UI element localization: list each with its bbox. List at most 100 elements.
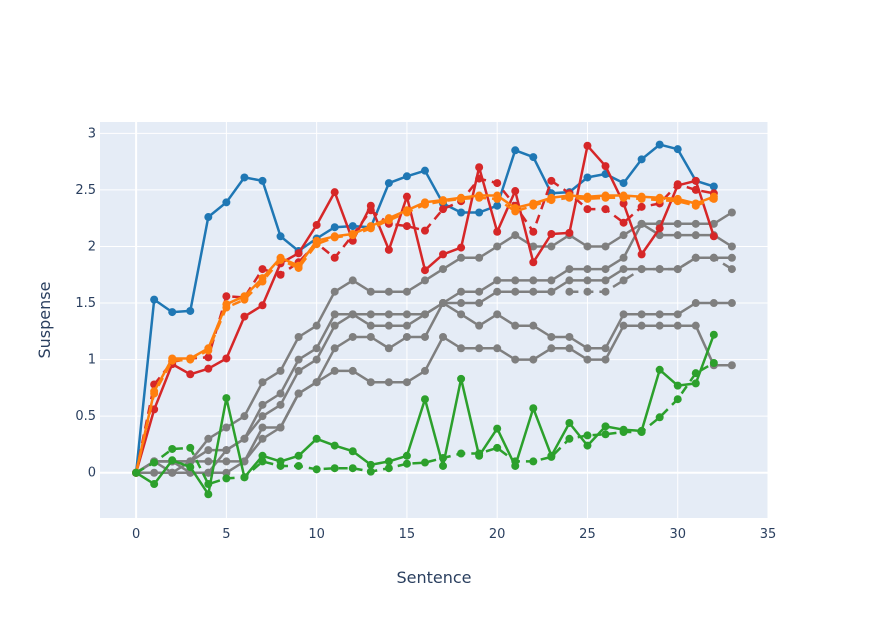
x-tick-label: 35 bbox=[760, 527, 777, 542]
data-point bbox=[511, 187, 520, 196]
data-point bbox=[366, 321, 375, 330]
data-point bbox=[312, 240, 321, 249]
data-point bbox=[601, 287, 610, 296]
data-point bbox=[673, 180, 682, 189]
data-point bbox=[330, 188, 339, 197]
data-point bbox=[601, 344, 610, 353]
data-point bbox=[240, 173, 249, 182]
data-point bbox=[529, 287, 538, 296]
data-point bbox=[529, 404, 538, 413]
data-point bbox=[601, 193, 610, 202]
data-point bbox=[583, 265, 592, 274]
data-point bbox=[312, 378, 321, 387]
data-point bbox=[348, 464, 357, 473]
series-orange-dash bbox=[132, 193, 718, 477]
data-point bbox=[511, 207, 520, 216]
data-point bbox=[565, 287, 574, 296]
data-point bbox=[475, 174, 484, 183]
data-point bbox=[583, 431, 592, 440]
data-point bbox=[637, 321, 646, 330]
data-point bbox=[204, 446, 213, 455]
data-point bbox=[439, 461, 448, 470]
data-point bbox=[330, 253, 339, 262]
x-axis-title: Sentence bbox=[396, 568, 471, 587]
data-point bbox=[475, 449, 484, 458]
data-point bbox=[384, 310, 393, 319]
data-point bbox=[439, 332, 448, 341]
data-point bbox=[204, 434, 213, 443]
data-point bbox=[204, 468, 213, 477]
data-point bbox=[348, 447, 357, 456]
data-point bbox=[655, 310, 664, 319]
data-point bbox=[384, 245, 393, 254]
data-point bbox=[348, 332, 357, 341]
data-point bbox=[276, 366, 285, 375]
tick-labels: 0 5 10 15 20 25 30 35 0 0.5 1 1.5 2 2.5 3 bbox=[75, 126, 776, 542]
data-point bbox=[204, 457, 213, 466]
data-point bbox=[709, 358, 718, 367]
data-point bbox=[204, 480, 213, 489]
data-point bbox=[366, 206, 375, 215]
series-line bbox=[135, 361, 715, 486]
data-point bbox=[420, 332, 429, 341]
data-point bbox=[276, 256, 285, 265]
data-point bbox=[384, 378, 393, 387]
data-point bbox=[384, 344, 393, 353]
data-point bbox=[583, 242, 592, 251]
y-tick-label: 0.5 bbox=[75, 409, 96, 424]
data-point bbox=[312, 220, 321, 229]
data-point bbox=[475, 208, 484, 217]
data-point bbox=[529, 276, 538, 285]
x-tick-label: 30 bbox=[669, 527, 686, 542]
data-point bbox=[493, 242, 502, 251]
data-point bbox=[493, 310, 502, 319]
data-point bbox=[402, 172, 411, 181]
data-point bbox=[330, 310, 339, 319]
data-point bbox=[691, 201, 700, 210]
data-point bbox=[384, 457, 393, 466]
data-point bbox=[402, 451, 411, 460]
data-point bbox=[294, 355, 303, 364]
data-point bbox=[258, 434, 267, 443]
data-point bbox=[330, 223, 339, 232]
data-point bbox=[601, 430, 610, 439]
data-point bbox=[439, 454, 448, 463]
series-line bbox=[136, 324, 732, 474]
data-point bbox=[366, 460, 375, 469]
data-point bbox=[132, 468, 141, 477]
data-point bbox=[276, 389, 285, 398]
data-point bbox=[402, 222, 411, 231]
data-point bbox=[258, 301, 267, 310]
data-point bbox=[348, 236, 357, 245]
data-point bbox=[637, 310, 646, 319]
data-point bbox=[330, 233, 339, 242]
data-point bbox=[583, 287, 592, 296]
data-point bbox=[691, 299, 700, 308]
data-point bbox=[240, 295, 249, 304]
data-point bbox=[583, 441, 592, 450]
data-point bbox=[691, 219, 700, 228]
series-line bbox=[135, 256, 732, 474]
y-axis-title: Suspense bbox=[35, 282, 54, 359]
data-point bbox=[457, 310, 466, 319]
data-point bbox=[420, 310, 429, 319]
data-point bbox=[222, 474, 231, 483]
data-point bbox=[457, 243, 466, 252]
data-point bbox=[565, 265, 574, 274]
data-point bbox=[457, 449, 466, 458]
data-point bbox=[511, 457, 520, 466]
data-point bbox=[384, 464, 393, 473]
data-point bbox=[709, 253, 718, 262]
data-point bbox=[709, 194, 718, 203]
data-point bbox=[330, 321, 339, 330]
y-tick-label: 2.5 bbox=[75, 183, 96, 198]
data-point bbox=[547, 230, 556, 239]
data-point bbox=[493, 194, 502, 203]
data-point bbox=[258, 176, 267, 185]
data-point bbox=[312, 434, 321, 443]
data-point bbox=[366, 378, 375, 387]
data-point bbox=[402, 310, 411, 319]
data-point bbox=[222, 303, 231, 312]
data-point bbox=[204, 213, 213, 222]
